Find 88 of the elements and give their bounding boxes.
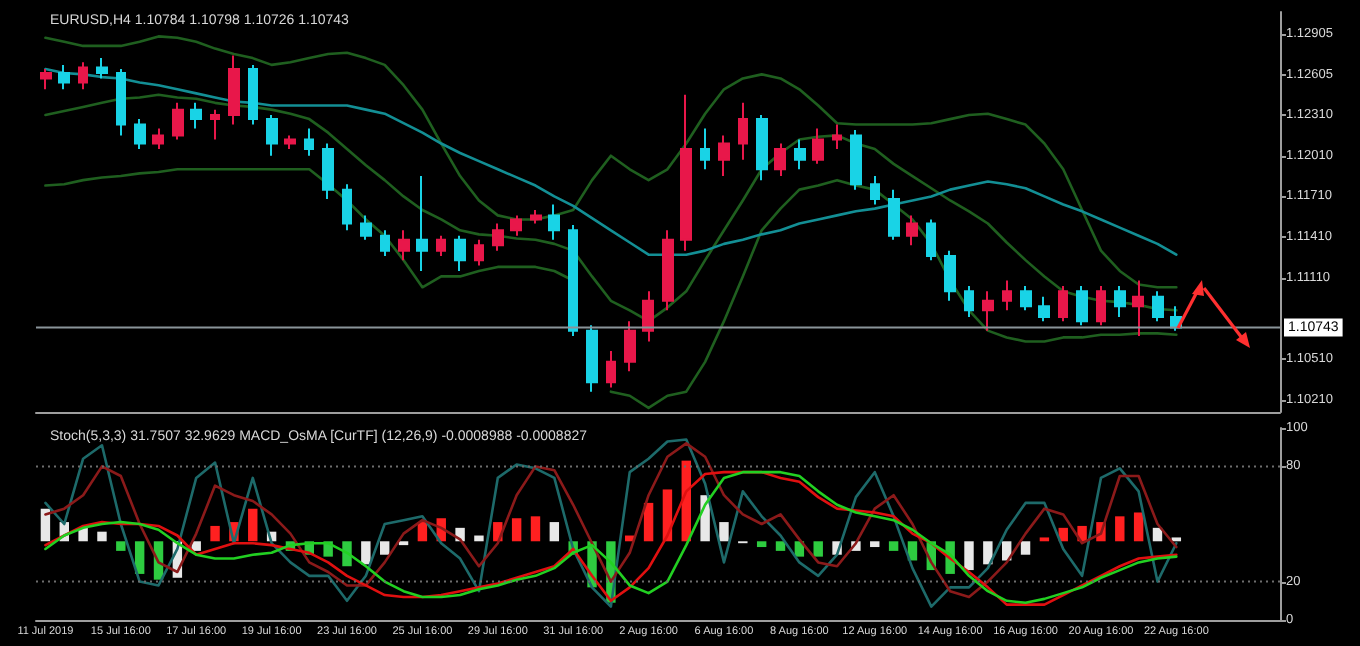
candlestick bbox=[926, 218, 936, 262]
bar bbox=[417, 522, 428, 542]
candlestick bbox=[906, 214, 918, 247]
candlestick bbox=[380, 229, 390, 258]
candlestick bbox=[530, 208, 542, 225]
candlestick bbox=[248, 63, 258, 126]
candlestick bbox=[642, 290, 654, 343]
bar bbox=[813, 541, 823, 557]
bar bbox=[775, 541, 786, 551]
candlestick bbox=[454, 234, 466, 272]
candlestick bbox=[738, 101, 748, 161]
bar bbox=[964, 541, 974, 571]
candlestick bbox=[1058, 284, 1068, 323]
candlestick bbox=[982, 290, 994, 332]
candlestick bbox=[1002, 279, 1012, 312]
candlestick bbox=[398, 229, 410, 262]
candlestick bbox=[96, 57, 108, 80]
candlestick bbox=[58, 63, 70, 91]
candlestick bbox=[360, 214, 372, 241]
bar bbox=[248, 508, 258, 542]
candlestick bbox=[1076, 284, 1088, 327]
candlestick bbox=[40, 67, 52, 91]
line-series bbox=[44, 67, 1178, 257]
candlestick bbox=[190, 101, 202, 130]
candlestick bbox=[284, 134, 296, 150]
candlestick bbox=[568, 223, 578, 338]
candlestick bbox=[944, 249, 956, 302]
candlestick bbox=[436, 234, 446, 258]
candlestick bbox=[624, 320, 636, 373]
candlestick bbox=[812, 127, 824, 165]
bar bbox=[116, 541, 126, 551]
candlestick bbox=[700, 127, 710, 171]
candlestick bbox=[416, 175, 428, 272]
bar bbox=[983, 541, 993, 565]
candlestick bbox=[586, 324, 598, 393]
candlestick bbox=[228, 54, 240, 126]
candlestick bbox=[134, 118, 146, 150]
candlestick bbox=[794, 138, 806, 171]
candlestick bbox=[774, 142, 786, 178]
bar bbox=[1020, 541, 1031, 555]
candlestick bbox=[756, 114, 768, 182]
candlestick bbox=[606, 349, 616, 389]
bar bbox=[530, 516, 541, 542]
candlestick bbox=[888, 188, 900, 241]
candlestick bbox=[680, 93, 692, 252]
bar bbox=[134, 541, 145, 574]
candlestick bbox=[964, 284, 974, 319]
candlestick bbox=[718, 134, 730, 178]
candlestick bbox=[1152, 290, 1164, 323]
candlestick bbox=[116, 67, 126, 137]
bar bbox=[97, 531, 107, 542]
bar bbox=[1133, 512, 1144, 542]
bar bbox=[1115, 516, 1125, 542]
candlestick bbox=[474, 238, 484, 267]
bar bbox=[888, 541, 899, 551]
candlestick bbox=[78, 61, 88, 91]
candlestick bbox=[1096, 284, 1106, 327]
candlestick bbox=[510, 214, 522, 237]
candlestick bbox=[342, 183, 352, 232]
bar bbox=[210, 525, 220, 542]
bar bbox=[474, 535, 484, 542]
candlestick bbox=[266, 114, 278, 157]
candlestick bbox=[548, 203, 560, 241]
line-series bbox=[44, 93, 1178, 323]
candlestick bbox=[172, 101, 184, 141]
candlestick bbox=[322, 142, 334, 201]
candlestick bbox=[1114, 284, 1126, 319]
candlestick bbox=[1132, 279, 1144, 338]
bar bbox=[361, 541, 371, 565]
bar bbox=[756, 541, 767, 548]
candlestick bbox=[850, 128, 862, 191]
candlestick bbox=[662, 229, 674, 312]
bar bbox=[549, 522, 560, 542]
candlestick bbox=[1038, 295, 1050, 323]
candlestick bbox=[492, 222, 504, 252]
bar bbox=[643, 502, 654, 542]
candlestick bbox=[304, 127, 314, 157]
bar bbox=[870, 541, 880, 548]
candlestick bbox=[870, 175, 880, 206]
bar bbox=[379, 541, 390, 555]
bar bbox=[511, 518, 522, 542]
candlestick bbox=[210, 108, 220, 141]
candlestick bbox=[1020, 284, 1032, 312]
line-series bbox=[44, 35, 1178, 289]
candlestick bbox=[152, 127, 164, 150]
candlestick bbox=[832, 123, 842, 150]
bar bbox=[719, 522, 729, 542]
bar bbox=[78, 527, 88, 542]
